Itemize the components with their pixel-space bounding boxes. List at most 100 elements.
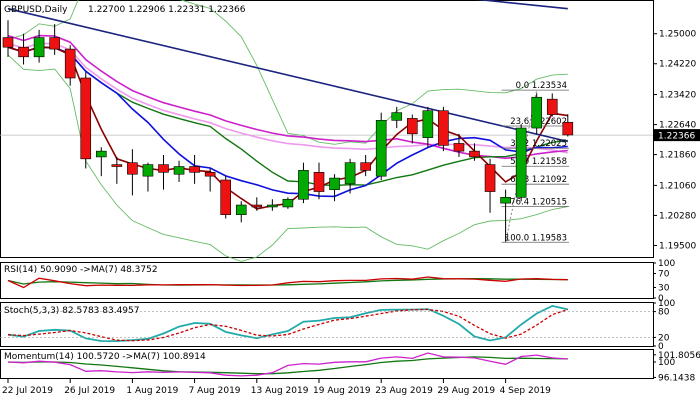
y-tick-label: 1.19500 — [659, 241, 696, 251]
x-tick-label: 22 Jul 2019 — [2, 386, 53, 396]
x-tick-label: 19 Aug 2019 — [313, 386, 371, 396]
ma-slow-line — [7, 46, 568, 187]
x-tick-label: 23 Aug 2019 — [375, 386, 433, 396]
stoch-signal-line — [7, 308, 568, 342]
sub-y-tick-label: 101.8056 — [658, 351, 700, 361]
candle-body — [344, 162, 356, 185]
rsi-panel-frame — [0, 262, 654, 299]
candle-body — [391, 112, 403, 121]
y-tick-label: 1.24220 — [659, 60, 696, 70]
candle-body — [80, 77, 92, 160]
symbol-label: GBPUSD,Daily — [4, 5, 68, 15]
main-panel: 1.25000 1.24220 1.23420 1.22640 1.21860 1.210… — [0, 0, 700, 262]
stoch-panel-frame — [0, 302, 654, 347]
fib-level-label: 0.0 1.23534 — [516, 81, 567, 91]
sub-y-tick-label: 0 — [658, 294, 664, 304]
candle-body — [453, 143, 465, 152]
candle-body — [546, 98, 558, 115]
y-tick-label: 1.21060 — [659, 181, 696, 191]
sub-y-tick-label: 80 — [658, 308, 670, 318]
y-tick-label: 1.23420 — [659, 91, 696, 101]
candle-body — [189, 166, 200, 173]
candle-body — [282, 198, 294, 208]
candle-body — [500, 197, 511, 204]
x-tick-label: 13 Aug 2019 — [251, 386, 309, 396]
bollinger-upper — [7, 0, 568, 145]
sub-y-tick-label: 70 — [658, 270, 670, 280]
candle-body — [251, 204, 263, 208]
bollinger-lower — [7, 54, 568, 262]
fib-level-label: 76.4 1.20515 — [510, 197, 567, 207]
sub-y-tick-label: 0 — [658, 342, 664, 352]
candle-body — [406, 118, 418, 135]
candle-body — [158, 164, 169, 173]
x-tick-label: 4 Sep 2019 — [500, 386, 552, 396]
candle-body — [96, 150, 107, 158]
fib-level-label: 100.0 1.19583 — [505, 233, 567, 243]
fib-level-label: 38.2 1.22025 — [510, 139, 567, 149]
x-tick-label: 29 Aug 2019 — [437, 386, 495, 396]
candle-body — [267, 204, 278, 208]
candle-body — [298, 170, 309, 200]
candle-body — [329, 177, 340, 190]
rsi-label: RSI(14) 50.9090 ->MA(7) 48.3752 — [4, 265, 158, 275]
fib-level-label: 61.8 1.21092 — [510, 175, 567, 185]
candle-body — [49, 37, 60, 50]
candle-body — [127, 162, 138, 175]
candle-body — [515, 127, 527, 198]
trendline — [7, 7, 568, 143]
candle-body — [33, 37, 45, 58]
sub-y-tick-label: 100 — [658, 358, 675, 368]
candle-body — [2, 37, 14, 48]
ma-mid-line — [7, 46, 568, 198]
momentum-label: Momentum(14) 100.5720 ->MA(7) 100.8914 — [4, 352, 206, 362]
top-trendline — [475, 0, 568, 10]
candle-body — [484, 164, 496, 192]
candle-body — [220, 179, 231, 215]
candle-body — [360, 162, 371, 171]
y-tick-label: 1.22640 — [659, 121, 696, 131]
candle-body — [562, 121, 574, 136]
candle-body — [235, 204, 247, 215]
y-tick-label: 1.25000 — [659, 30, 696, 40]
stoch-label: Stoch(5,3,3) 82.5783 83.4957 — [4, 306, 139, 316]
candle-body — [18, 46, 29, 58]
sub-y-tick-label: 20 — [658, 333, 670, 343]
candle-body — [204, 172, 216, 177]
candle-body — [313, 172, 325, 192]
x-axis: 22 Jul 2019 26 Jul 2019 1 Aug 2019 7 Aug 20… — [2, 379, 551, 396]
fib-level-label: 50.0 1.21558 — [510, 157, 567, 167]
y-tick-label: 1.21860 — [659, 151, 696, 161]
x-tick-label: 7 Aug 2019 — [189, 386, 241, 396]
momentum-panel-frame — [0, 349, 654, 379]
ohlc-header: 1.22700 1.22906 1.22331 1.22366 — [88, 5, 246, 15]
rsi-line — [7, 276, 568, 289]
main-panel-frame — [0, 0, 654, 258]
x-tick-label: 26 Jul 2019 — [64, 386, 115, 396]
candle-body — [531, 96, 543, 129]
candle-body — [64, 48, 76, 79]
momentum-ma-line — [7, 356, 568, 375]
sub-y-tick-label: 100 — [658, 259, 675, 269]
momentum-line — [7, 352, 568, 377]
candle-body — [375, 120, 387, 177]
y-tick-label: 1.20280 — [659, 211, 696, 221]
candle-body — [111, 164, 123, 167]
candle-body — [469, 150, 480, 158]
candle-body — [142, 164, 154, 177]
x-tick-label: 1 Aug 2019 — [126, 386, 178, 396]
candle-body — [422, 110, 434, 138]
candle-body — [173, 166, 185, 175]
candle-body — [438, 110, 449, 146]
sub-y-tick-label: 30 — [658, 284, 670, 294]
sub-y-tick-label: 96.1438 — [658, 373, 695, 383]
current-price-badge — [654, 129, 700, 142]
sub-y-tick-label: 100 — [658, 299, 675, 309]
current-price-label: 1.22366 — [658, 132, 695, 142]
stoch-main-line — [7, 304, 568, 343]
